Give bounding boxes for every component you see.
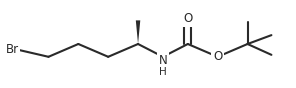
Text: O: O: [213, 50, 222, 63]
Text: N: N: [159, 54, 167, 67]
Text: Br: Br: [6, 43, 19, 56]
Text: O: O: [183, 12, 192, 25]
Polygon shape: [136, 20, 140, 44]
Text: H: H: [159, 67, 167, 77]
